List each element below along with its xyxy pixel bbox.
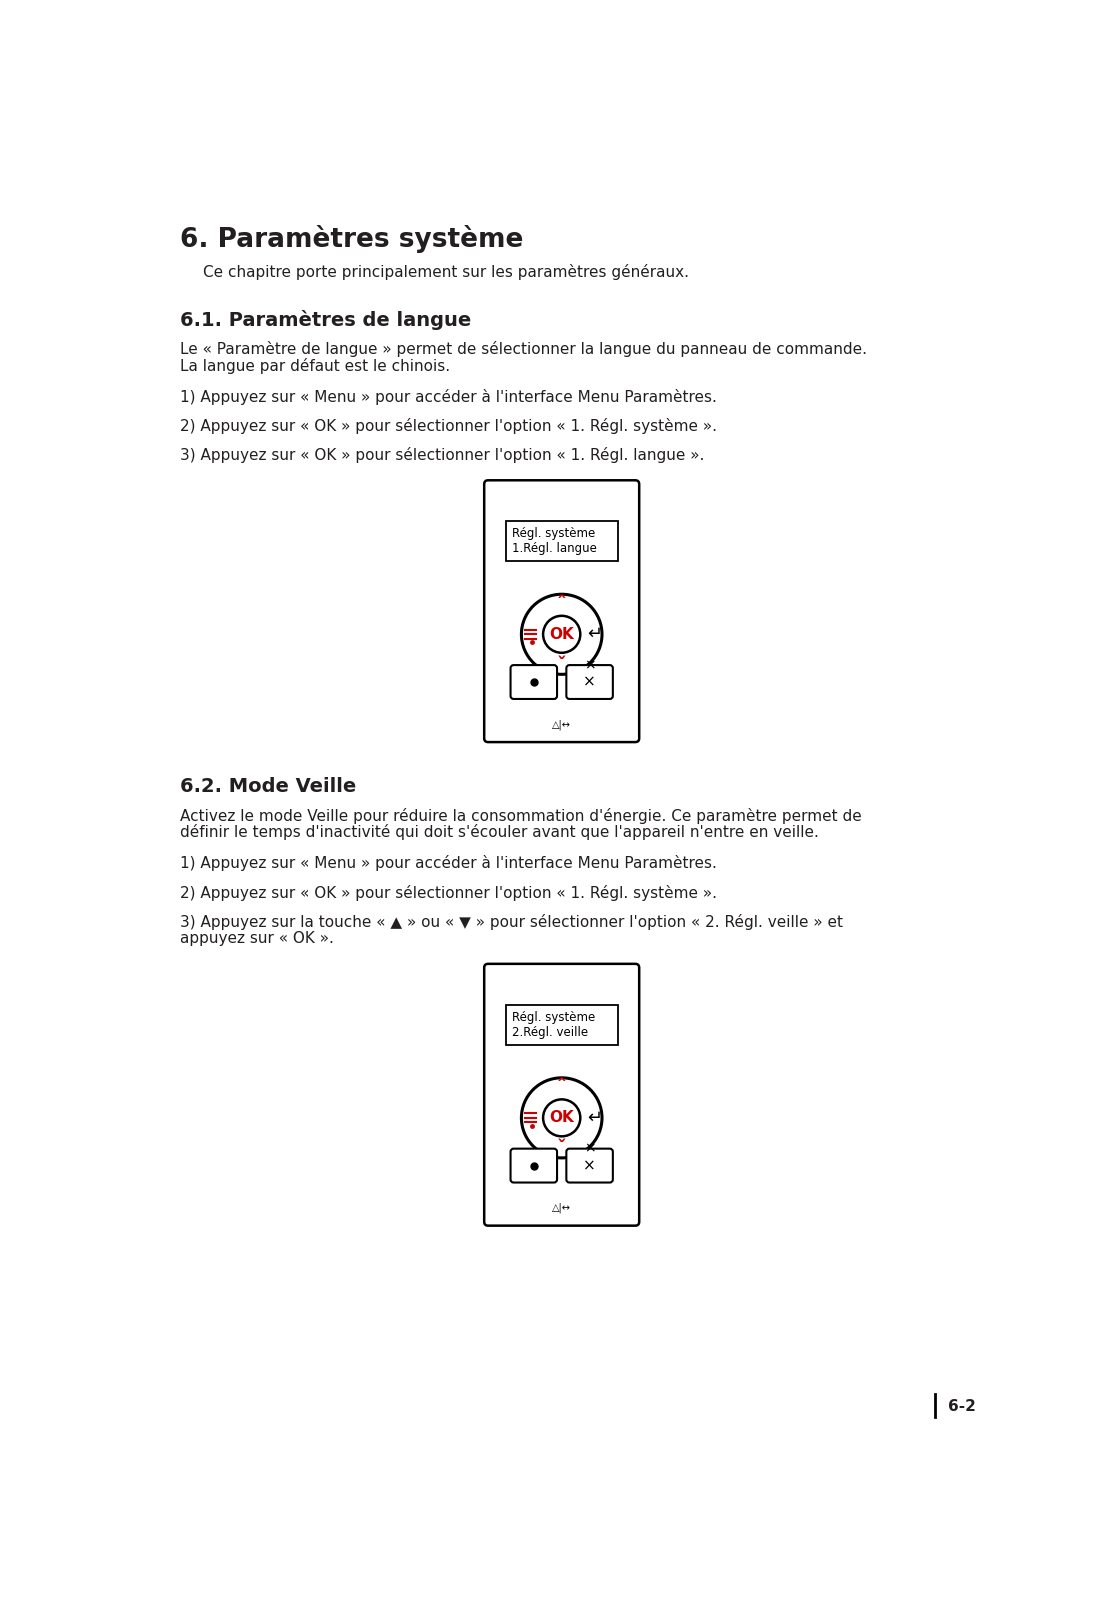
Text: 1) Appuyez sur « Menu » pour accéder à l'interface Menu Paramètres.: 1) Appuyez sur « Menu » pour accéder à l… [180, 389, 717, 404]
Text: 2) Appuyez sur « OK » pour sélectionner l'option « 1. Régl. système ».: 2) Appuyez sur « OK » pour sélectionner … [180, 885, 717, 901]
Text: Régl. système: Régl. système [512, 528, 595, 541]
Text: OK: OK [549, 1110, 574, 1125]
Text: ×: × [584, 1142, 595, 1155]
Text: 2.Régl. veille: 2.Régl. veille [512, 1025, 587, 1038]
Text: ˆ: ˆ [557, 595, 567, 613]
Text: définir le temps d'inactivité qui doit s'écouler avant que l'appareil n'entre en: définir le temps d'inactivité qui doit s… [180, 824, 819, 840]
Text: 6. Paramètres système: 6. Paramètres système [180, 225, 523, 254]
Text: 6.2. Mode Veille: 6.2. Mode Veille [180, 777, 356, 796]
FancyBboxPatch shape [484, 964, 639, 1226]
Text: OK: OK [549, 628, 574, 642]
Text: ×: × [583, 674, 596, 690]
Text: appuyez sur « OK ».: appuyez sur « OK ». [180, 930, 333, 946]
Text: ˇ: ˇ [557, 1139, 567, 1158]
Text: 3) Appuyez sur « OK » pour sélectionner l'option « 1. Régl. langue ».: 3) Appuyez sur « OK » pour sélectionner … [180, 447, 704, 463]
Circle shape [544, 616, 580, 653]
Text: 1.Régl. langue: 1.Régl. langue [512, 542, 596, 555]
Text: ˆ: ˆ [557, 1078, 567, 1097]
FancyBboxPatch shape [511, 665, 557, 698]
FancyBboxPatch shape [505, 521, 618, 562]
Text: ×: × [584, 658, 595, 673]
Circle shape [544, 1099, 580, 1136]
Text: ↵: ↵ [586, 626, 602, 644]
FancyBboxPatch shape [567, 1149, 613, 1183]
Text: Activez le mode Veille pour réduire la consommation d'énergie. Ce paramètre perm: Activez le mode Veille pour réduire la c… [180, 808, 861, 824]
FancyBboxPatch shape [505, 1004, 618, 1044]
Text: La langue par défaut est le chinois.: La langue par défaut est le chinois. [180, 357, 449, 373]
Text: 2) Appuyez sur « OK » pour sélectionner l'option « 1. Régl. système ».: 2) Appuyez sur « OK » pour sélectionner … [180, 418, 717, 434]
Text: ×: × [583, 1158, 596, 1173]
Text: ↵: ↵ [586, 1109, 602, 1126]
Text: 1) Appuyez sur « Menu » pour accéder à l'interface Menu Paramètres.: 1) Appuyez sur « Menu » pour accéder à l… [180, 856, 717, 872]
Text: △|↔: △|↔ [552, 1202, 571, 1213]
Text: Le « Paramètre de langue » permet de sélectionner la langue du panneau de comman: Le « Paramètre de langue » permet de sél… [180, 341, 867, 357]
Text: 6.1. Paramètres de langue: 6.1. Paramètres de langue [180, 311, 471, 330]
FancyBboxPatch shape [567, 665, 613, 698]
Circle shape [522, 594, 602, 674]
FancyBboxPatch shape [484, 481, 639, 742]
Text: Régl. système: Régl. système [512, 1010, 595, 1023]
Text: 6-2: 6-2 [948, 1400, 977, 1414]
FancyBboxPatch shape [511, 1149, 557, 1183]
Text: ˇ: ˇ [557, 655, 567, 674]
Circle shape [522, 1078, 602, 1158]
Text: Ce chapitre porte principalement sur les paramètres généraux.: Ce chapitre porte principalement sur les… [203, 264, 689, 280]
Text: 3) Appuyez sur la touche « ▲ » ou « ▼ » pour sélectionner l'option « 2. Régl. ve: 3) Appuyez sur la touche « ▲ » ou « ▼ » … [180, 914, 843, 930]
Text: △|↔: △|↔ [552, 719, 571, 729]
